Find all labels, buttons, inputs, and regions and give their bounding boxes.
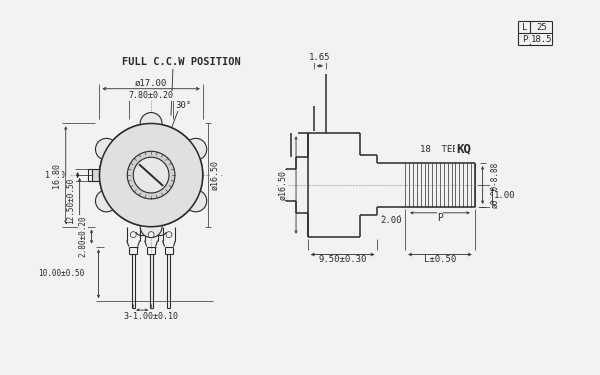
Text: 10.00±0.50: 10.00±0.50 xyxy=(38,269,85,278)
Text: 12.50±0.50: 12.50±0.50 xyxy=(66,178,75,224)
Text: ø16.50: ø16.50 xyxy=(278,170,287,200)
Circle shape xyxy=(148,232,154,238)
Circle shape xyxy=(100,123,203,227)
Text: 1.65: 1.65 xyxy=(309,54,331,63)
Circle shape xyxy=(130,232,136,238)
Text: ø6.00-8.88: ø6.00-8.88 xyxy=(490,162,499,208)
Text: 16.80: 16.80 xyxy=(52,163,61,188)
Circle shape xyxy=(185,190,207,212)
Circle shape xyxy=(133,157,169,193)
Bar xyxy=(92,169,100,181)
Text: 25: 25 xyxy=(536,23,547,32)
Text: ø16.50: ø16.50 xyxy=(210,160,219,190)
Circle shape xyxy=(140,216,162,238)
Text: 9.50±0.30: 9.50±0.30 xyxy=(319,255,367,264)
Text: ø17.00: ø17.00 xyxy=(135,78,167,87)
Text: P: P xyxy=(521,34,527,44)
Circle shape xyxy=(127,151,175,199)
Text: 3-1.00±0.10: 3-1.00±0.10 xyxy=(124,312,179,321)
Text: L±0.50: L±0.50 xyxy=(424,255,456,264)
Text: 30°: 30° xyxy=(176,101,192,110)
Circle shape xyxy=(140,112,162,134)
Text: 7.80±0.20: 7.80±0.20 xyxy=(128,91,173,100)
Circle shape xyxy=(95,190,118,212)
Circle shape xyxy=(166,232,172,238)
Text: FULL C.C.W POSITION: FULL C.C.W POSITION xyxy=(122,57,240,67)
Text: 1.20: 1.20 xyxy=(45,171,65,180)
Text: 18.5: 18.5 xyxy=(530,34,552,44)
Text: L: L xyxy=(521,23,527,32)
Text: 18  TEETH: 18 TEETH xyxy=(420,145,469,154)
Text: P: P xyxy=(437,213,443,223)
Text: 2.00: 2.00 xyxy=(380,216,402,225)
Text: 1.00: 1.00 xyxy=(494,191,515,200)
Circle shape xyxy=(185,138,207,160)
Text: KQ: KQ xyxy=(456,143,471,156)
Text: 2.80±0.20: 2.80±0.20 xyxy=(78,216,87,258)
Circle shape xyxy=(100,123,203,227)
Circle shape xyxy=(95,138,118,160)
